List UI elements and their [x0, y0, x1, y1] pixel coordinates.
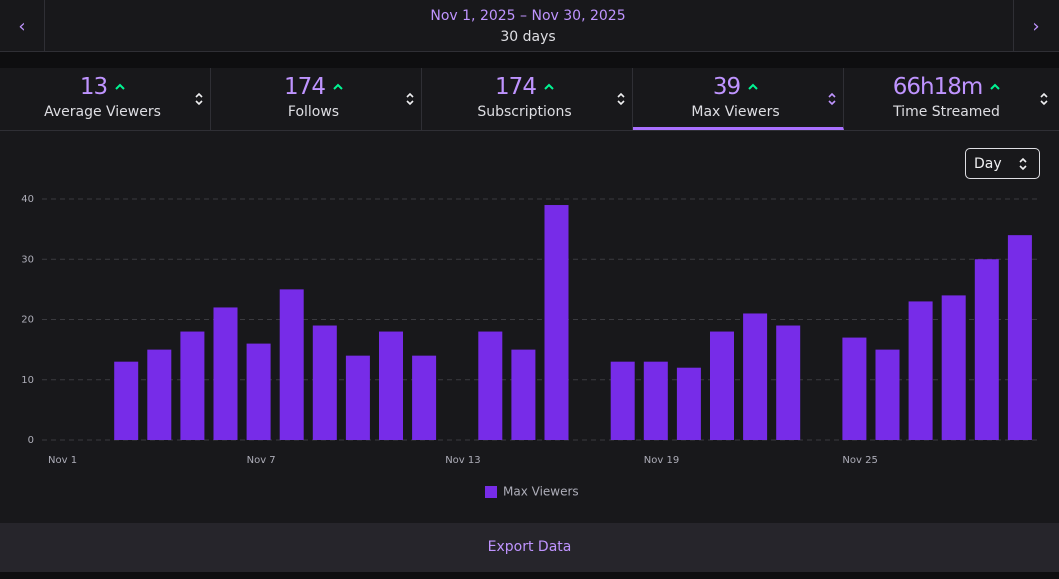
bar: [478, 331, 503, 440]
up-icon: [544, 83, 554, 90]
stat-label: Time Streamed: [893, 104, 1000, 120]
stat-tab[interactable]: 174 Subscriptions: [422, 68, 633, 130]
sort-icon: [1040, 92, 1048, 106]
stat-value: 39: [712, 74, 741, 100]
chart: 0 10 20 30 40 Nov 1 Nov 7 Nov 13 Nov 19 Nov 25 Max…: [21, 194, 1040, 499]
x-tick-label: Nov 1: [48, 455, 77, 466]
bar: [743, 313, 768, 440]
bar: [279, 289, 304, 440]
bar: [180, 331, 205, 440]
sort-icon: [406, 92, 414, 106]
prev-button[interactable]: ‹: [0, 0, 45, 52]
up-icon: [115, 83, 125, 90]
stat-label: Follows: [287, 104, 340, 120]
stat-tab[interactable]: 13 Average Viewers: [0, 68, 211, 130]
bar: [544, 205, 569, 440]
x-tick-label: Nov 7: [247, 455, 276, 466]
bar: [875, 349, 900, 440]
interval-value: Day: [974, 156, 1002, 172]
bar: [776, 325, 801, 440]
interval-select[interactable]: Day: [965, 148, 1040, 179]
bar: [941, 295, 966, 440]
bar: [842, 337, 867, 440]
date-bar: ‹ › Nov 1, 2025 – Nov 30, 2025 30 days: [0, 0, 1059, 52]
stat-value: 174: [495, 74, 537, 100]
date-range: Nov 1, 2025 – Nov 30, 2025: [430, 8, 626, 24]
sort-icon: [1019, 157, 1027, 171]
stat-tab[interactable]: 174 Follows: [211, 68, 422, 130]
stat-label: Max Viewers: [691, 104, 780, 120]
up-icon: [990, 83, 1000, 90]
stat-label: Subscriptions: [477, 104, 572, 120]
x-tick-label: Nov 25: [842, 455, 877, 466]
bar: [1007, 235, 1032, 440]
stat-label: Average Viewers: [44, 104, 161, 120]
stat-value: 13: [79, 74, 108, 100]
bar: [147, 349, 172, 440]
bar: [379, 331, 403, 440]
y-tick-label: 40: [21, 194, 34, 205]
sort-icon: [828, 92, 836, 106]
bar: [974, 259, 999, 440]
bar: [412, 355, 437, 440]
bar: [114, 361, 139, 440]
next-button[interactable]: ›: [1013, 0, 1058, 52]
x-tick-label: Nov 13: [445, 455, 480, 466]
bar: [676, 367, 701, 440]
bar: [710, 331, 734, 440]
y-tick-label: 20: [21, 315, 34, 326]
y-tick-label: 30: [21, 254, 34, 265]
sort-icon: [195, 92, 203, 106]
bar: [213, 307, 238, 440]
bar: [643, 361, 668, 440]
bar: [345, 355, 370, 440]
legend-label: Max Viewers: [503, 485, 579, 499]
y-tick-label: 10: [21, 375, 34, 386]
bar: [312, 325, 337, 440]
export-button[interactable]: Export Data: [0, 523, 1059, 572]
stat-tabs: 13 Average Viewers 174 Follows 174 Subscrip…: [0, 68, 1059, 131]
legend-swatch: [485, 486, 497, 498]
bar: [246, 343, 271, 440]
x-tick-label: Nov 19: [644, 455, 679, 466]
up-icon: [333, 83, 343, 90]
y-tick-label: 0: [28, 435, 34, 446]
stat-tab[interactable]: 66h18m Time Streamed: [844, 68, 1055, 130]
duration: 30 days: [500, 29, 556, 45]
stat-value: 174: [284, 74, 326, 100]
sort-icon: [617, 92, 625, 106]
stat-value: 66h18m: [892, 74, 984, 100]
bar: [908, 301, 933, 440]
up-icon: [748, 83, 758, 90]
chart-panel: 0 10 20 30 40 Nov 1 Nov 7 Nov 13 Nov 19 Nov 25 Max…: [0, 131, 1059, 523]
bar: [511, 349, 536, 440]
stat-tab[interactable]: 39 Max Viewers: [633, 68, 844, 130]
bar: [610, 361, 635, 440]
